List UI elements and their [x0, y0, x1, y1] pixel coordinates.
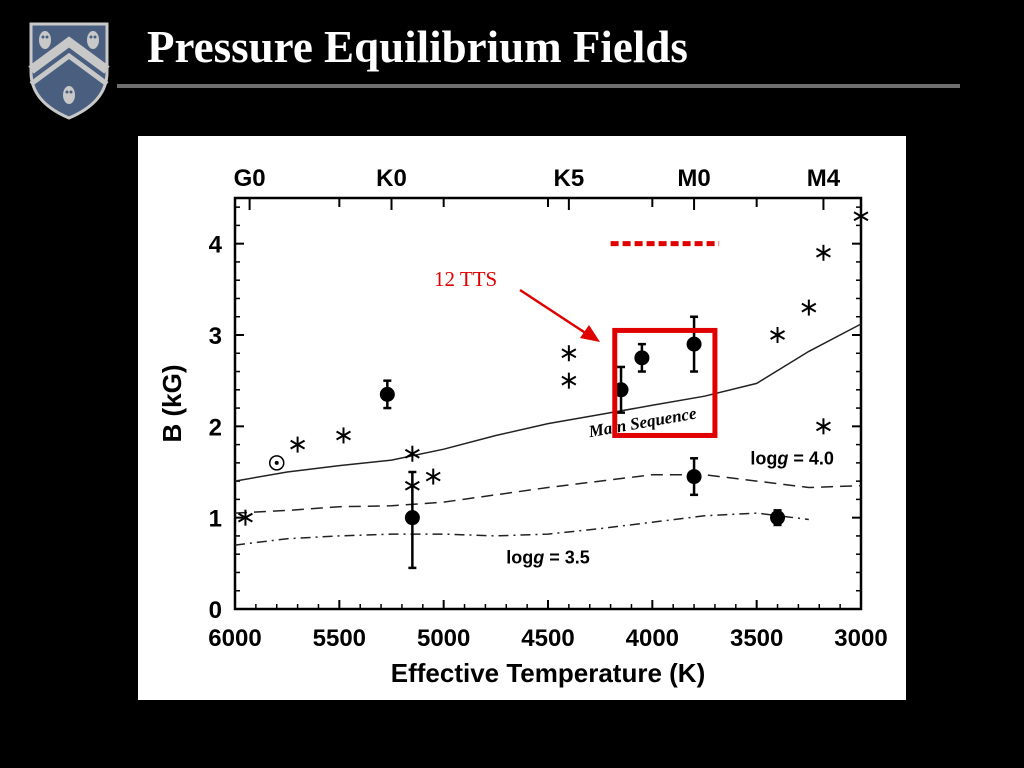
asterisk-stroke [853, 211, 869, 222]
data-point-circle [686, 336, 702, 352]
asterisk-stroke [815, 247, 831, 258]
owl-icon [63, 86, 75, 104]
logg-label-part: g [532, 547, 544, 567]
x-tick-label: 4500 [521, 625, 574, 652]
logg-label: logg = 3.5 [506, 547, 590, 567]
asterisk-stroke [561, 375, 577, 386]
logg-label: logg = 4.0 [750, 449, 834, 469]
logg-label-part: = 3.5 [544, 547, 590, 567]
data-point-asterisk [425, 468, 441, 485]
university-crest-logo [28, 20, 110, 120]
data-point-circle [634, 350, 650, 366]
y-tick-label: 0 [209, 597, 222, 624]
top-axis-label: K5 [554, 165, 585, 192]
y-tick-label: 4 [209, 232, 223, 259]
top-axis-label: M0 [677, 165, 710, 192]
data-point-asterisk [336, 427, 351, 444]
data-point-asterisk [561, 372, 577, 389]
asterisk-stroke [336, 430, 351, 441]
data-point-asterisk [237, 509, 253, 526]
asterisk-stroke [425, 471, 441, 482]
asterisk-stroke [801, 302, 817, 313]
y-tick-label: 2 [209, 414, 222, 441]
data-point-circle [613, 382, 629, 398]
asterisk-stroke [290, 439, 306, 450]
asterisk-stroke [404, 480, 420, 491]
curve-dash-dot [234, 512, 809, 546]
x-axis-title: Effective Temperature (K) [391, 658, 706, 688]
annotation-label: 12 TTS [434, 267, 497, 291]
asterisk-stroke [770, 330, 785, 340]
data-point-circle [770, 510, 786, 526]
data-point-asterisk [290, 436, 306, 453]
top-axis-label: K0 [376, 165, 407, 192]
data-point-asterisk [801, 299, 817, 316]
asterisk-stroke [815, 421, 831, 432]
y-tick-label: 3 [209, 323, 222, 350]
y-axis-title: B (kG) [157, 365, 187, 443]
x-tick-label: 3000 [834, 625, 887, 652]
chart-figure: 6000 5500 5000 4500 4000 3500 3000 0 1 2 3 4 G0 K0 K5 M… [138, 136, 906, 700]
data-point-circle [379, 386, 395, 402]
title-divider [117, 84, 960, 88]
x-tick-label: 5000 [417, 625, 470, 652]
sun-symbol-ring [268, 455, 285, 471]
data-point-asterisk [770, 327, 785, 343]
x-tick-label: 3500 [730, 625, 783, 652]
data-point-circle [686, 469, 702, 485]
top-axis-label: G0 [234, 165, 266, 192]
annotation-arrow-line [519, 288, 588, 336]
data-point-asterisk [404, 477, 420, 494]
asterisk-stroke [237, 512, 253, 523]
logg-label-part: = 4.0 [788, 449, 834, 469]
shield-icon [28, 22, 110, 120]
asterisk-stroke [404, 448, 420, 459]
data-point-asterisk [853, 208, 869, 225]
highlight-box [612, 327, 718, 438]
logg-label-part: g [776, 449, 788, 469]
data-point-asterisk [815, 418, 831, 435]
y-tick-label: 1 [209, 506, 222, 533]
top-axis-label: M4 [807, 165, 841, 192]
data-point-asterisk [815, 244, 831, 261]
logg-label-part: log [506, 547, 533, 567]
logg-label-part: log [750, 449, 777, 469]
chart-svg: 6000 5500 5000 4500 4000 3500 3000 0 1 2 3 4 G0 K0 K5 M… [157, 165, 888, 688]
owl-icon [39, 31, 51, 49]
asterisk-stroke [561, 348, 577, 359]
slide-title: Pressure Equilibrium Fields [147, 22, 688, 72]
x-tick-label: 6000 [208, 625, 261, 652]
annotation-arrowhead [580, 325, 600, 342]
curve-dashed [234, 473, 862, 514]
data-point-asterisk [404, 445, 420, 462]
x-tick-label: 5500 [313, 625, 366, 652]
data-point-asterisk [561, 345, 577, 362]
owl-icon [87, 31, 99, 49]
data-point-circle [404, 510, 420, 526]
curve-solid [234, 323, 862, 482]
sun-symbol-dot [274, 460, 279, 465]
x-tick-label: 4000 [626, 625, 679, 652]
